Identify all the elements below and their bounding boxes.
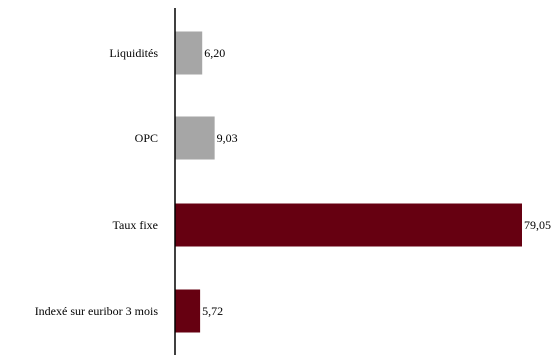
category-label-2: Taux fixe [113, 218, 158, 232]
category-label-0: Liquidités [109, 46, 158, 60]
value-label-2: 79,05 [524, 218, 551, 232]
bar-3 [175, 289, 201, 333]
value-label-1: 9,03 [217, 131, 238, 145]
bar-0 [175, 31, 203, 75]
value-label-3: 5,72 [202, 304, 223, 318]
category-label-3: Indexé sur euribor 3 mois [35, 304, 159, 318]
bar-2 [175, 203, 522, 247]
value-label-0: 6,20 [204, 46, 225, 60]
category-label-1: OPC [135, 131, 158, 145]
bars-layer: Liquidités 6,20 OPC 9,03 Taux fixe 79,05 Index… [35, 31, 551, 333]
bar-1 [175, 116, 215, 160]
